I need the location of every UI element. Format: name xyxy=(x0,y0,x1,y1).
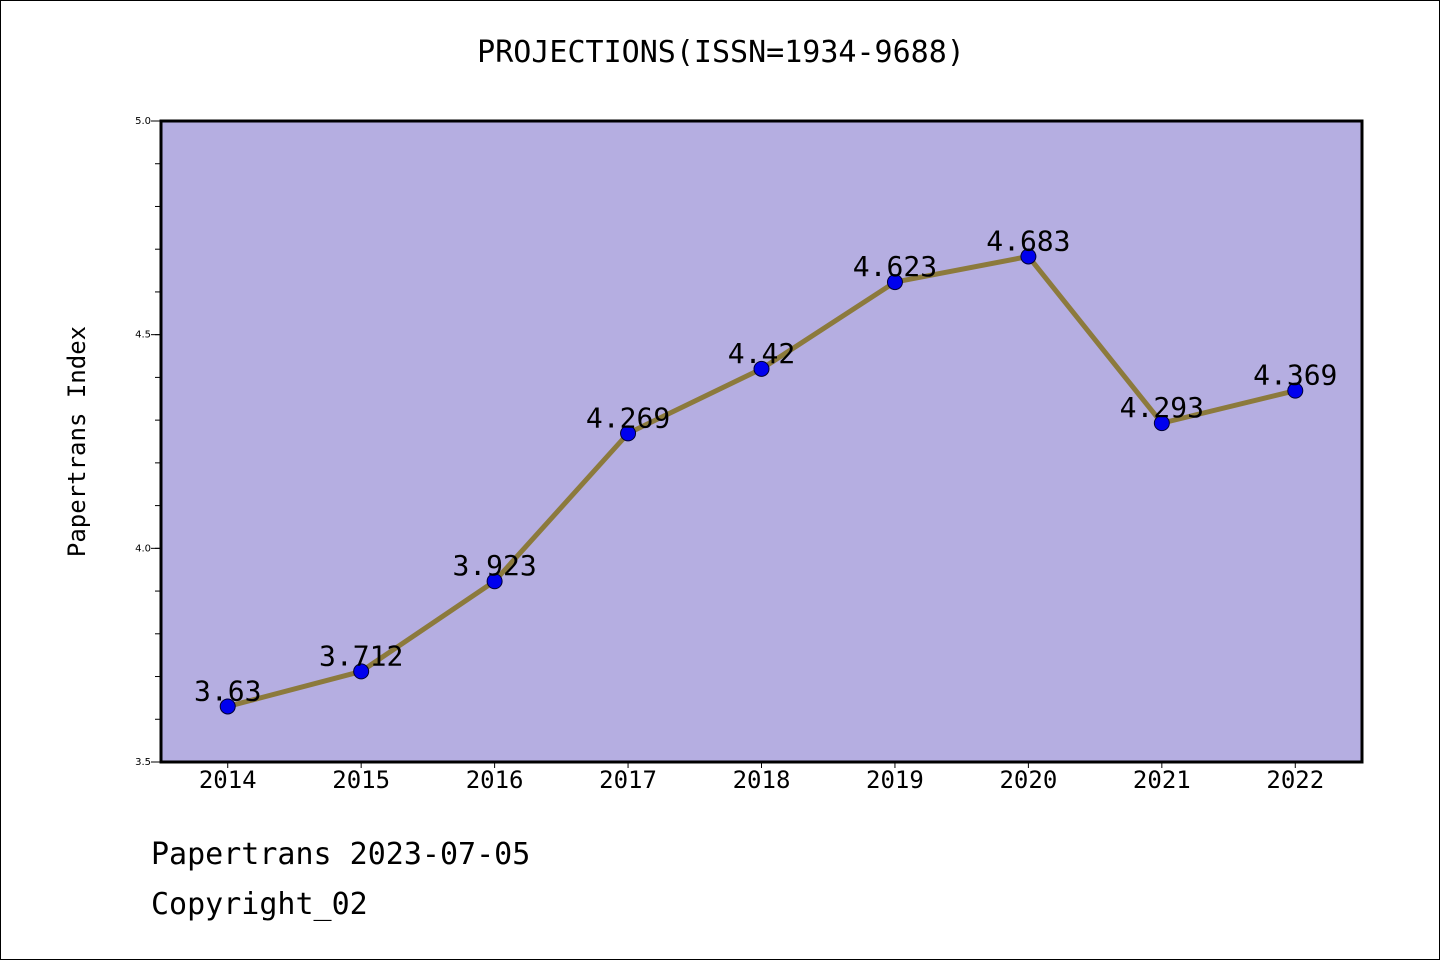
data-point xyxy=(219,698,236,715)
footer-copyright: Copyright_02 xyxy=(151,887,368,922)
footer-date: Papertrans 2023-07-05 xyxy=(151,837,531,872)
data-point xyxy=(1287,382,1304,399)
data-point xyxy=(1020,248,1037,265)
data-point xyxy=(486,573,503,590)
data-label: 4.293 xyxy=(1120,391,1204,424)
data-label: 3.923 xyxy=(452,549,536,582)
data-point xyxy=(620,425,637,442)
chart-title: PROJECTIONS(ISSN=1934-9688) xyxy=(477,35,965,70)
data-label: 3.712 xyxy=(319,639,403,672)
data-label: 4.623 xyxy=(853,250,937,283)
x-tick-label: 2020 xyxy=(999,766,1057,794)
x-tick-label: 2022 xyxy=(1266,766,1324,794)
data-point xyxy=(353,663,370,680)
plot-border xyxy=(159,119,1364,764)
data-label: 4.269 xyxy=(586,401,670,434)
y-axis-ticks: 3.5 4.0 4.5 5.0 xyxy=(135,116,161,768)
data-labels: 3.63 3.712 3.923 4.269 4.42 4.623 4.683 4.293 4.… xyxy=(194,224,1337,707)
y-axis-label: Papertrans Index xyxy=(63,326,91,557)
x-axis-ticks: 2014 2015 2016 2017 2018 2019 2020 2021 2022 xyxy=(199,762,1324,794)
data-label: 3.63 xyxy=(194,674,261,707)
y-tick-label: 3.5 xyxy=(135,757,151,768)
y-tick-label: 5.0 xyxy=(135,116,151,127)
y-tick-label: 4.5 xyxy=(135,330,151,341)
x-tick-label: 2016 xyxy=(466,766,524,794)
data-label: 4.42 xyxy=(728,337,795,370)
x-tick-label: 2018 xyxy=(733,766,791,794)
data-markers xyxy=(219,248,1304,715)
x-tick-label: 2017 xyxy=(599,766,657,794)
data-point xyxy=(886,274,903,291)
data-point xyxy=(1153,415,1170,432)
x-tick-label: 2014 xyxy=(199,766,257,794)
x-tick-label: 2021 xyxy=(1133,766,1191,794)
plot-area xyxy=(161,121,1362,762)
y-tick-label: 4.0 xyxy=(135,543,151,554)
data-label: 4.683 xyxy=(986,224,1070,257)
x-tick-label: 2019 xyxy=(866,766,924,794)
data-label: 4.369 xyxy=(1253,359,1337,392)
data-point xyxy=(753,360,770,377)
x-tick-label: 2015 xyxy=(332,766,390,794)
